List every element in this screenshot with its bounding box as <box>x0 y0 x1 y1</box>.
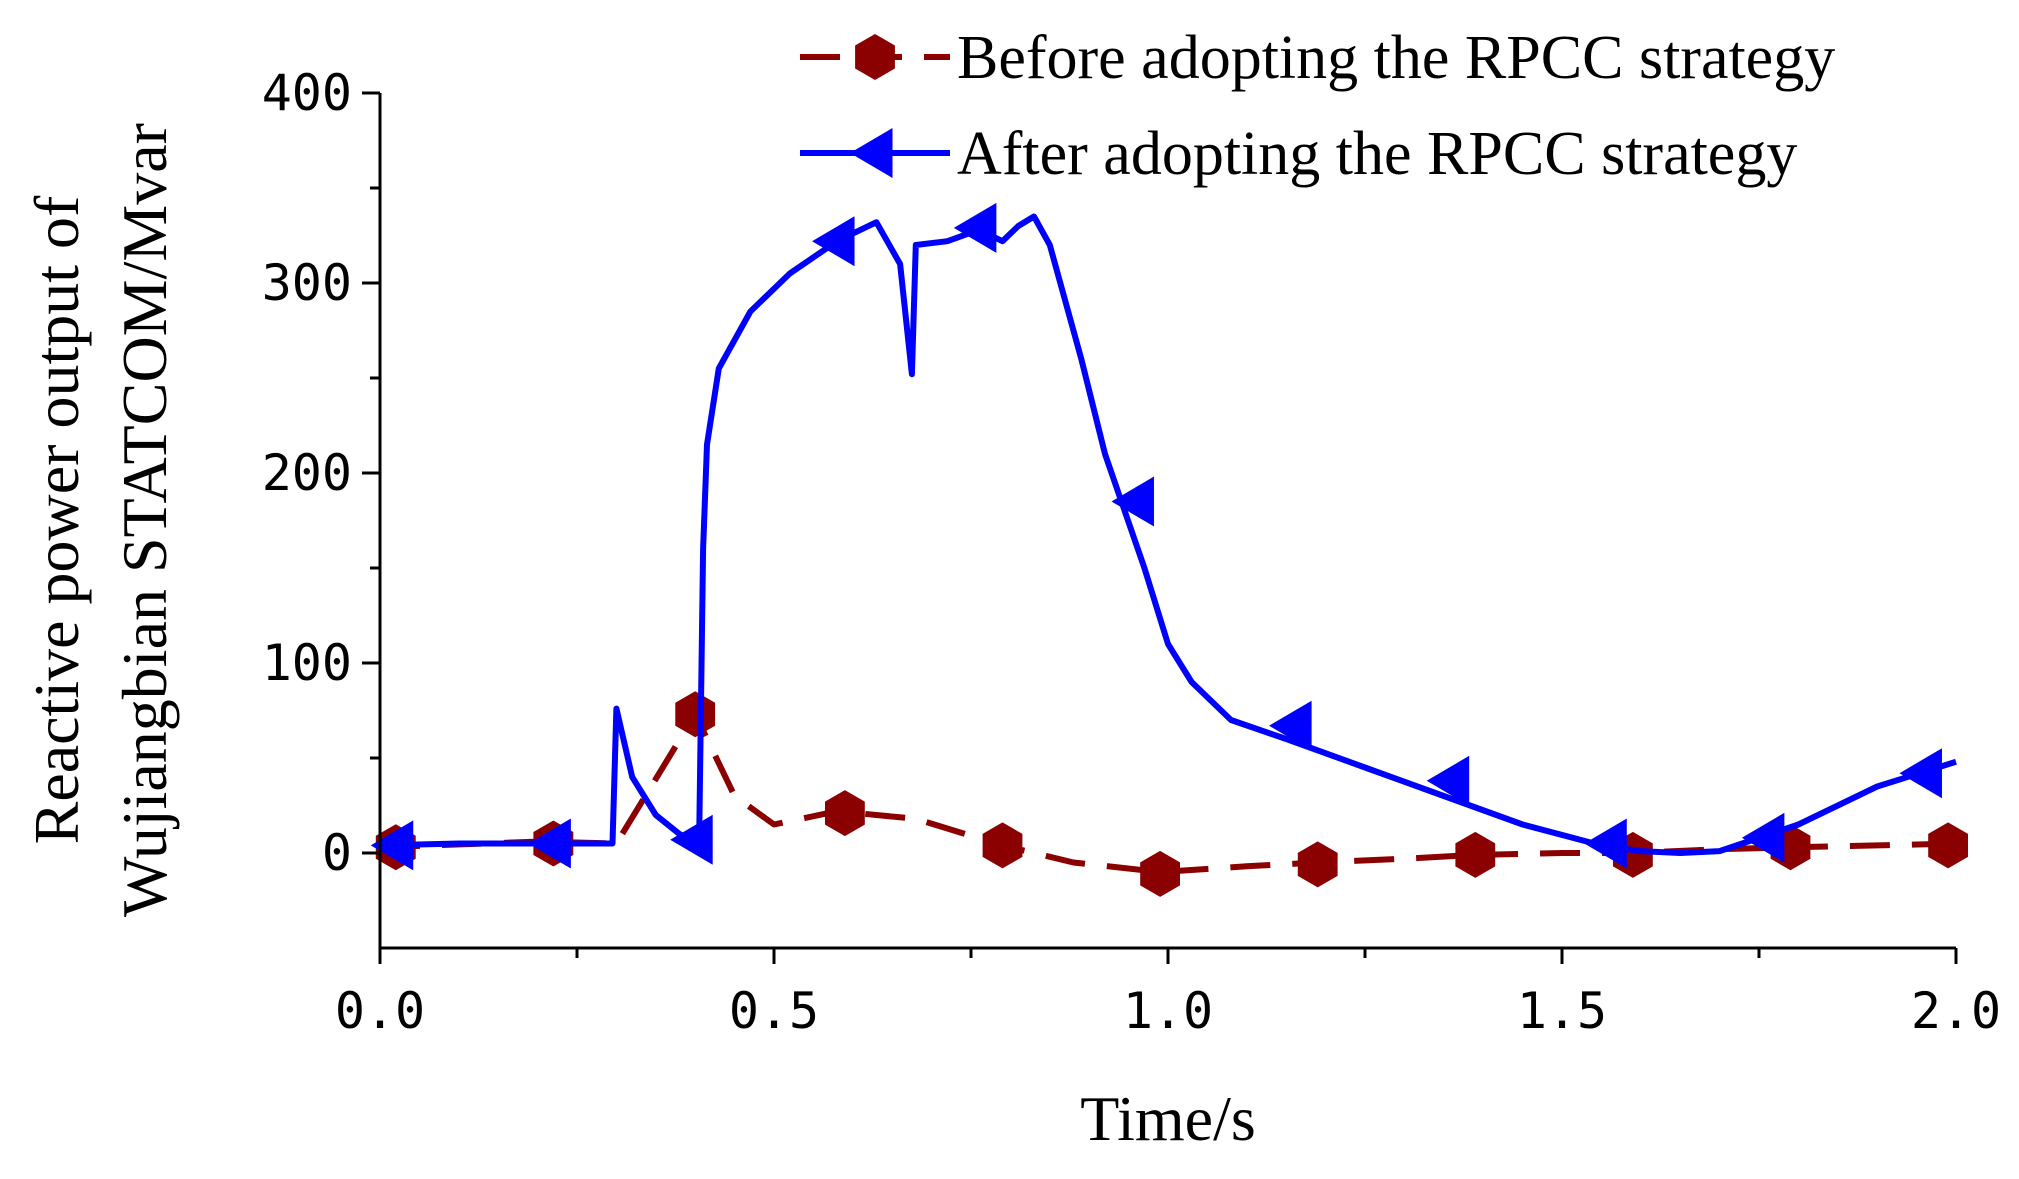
series-2-marker <box>1741 812 1785 863</box>
y-tick-label: 300 <box>262 254 352 312</box>
legend-label-2: After adopting the RPCC strategy <box>957 120 1797 188</box>
axes: 0 100 200 300 400 0.0 0.5 1.0 1.5 2.0 Time/s Reacti… <box>21 64 2001 1154</box>
series-1-marker <box>1140 850 1180 897</box>
series-2-marker <box>670 814 713 865</box>
series-1-marker <box>1928 822 1968 869</box>
x-axis-title: Time/s <box>1080 1083 1256 1154</box>
series-1-marker <box>1455 831 1496 878</box>
x-tick-label: 0.5 <box>729 982 819 1040</box>
x-tick-label: 0.0 <box>335 982 425 1040</box>
series-2-marker <box>1899 748 1942 799</box>
series-1-marker <box>675 691 716 738</box>
y-axis-title: Reactive power output of Wujiangbian STAT… <box>21 123 180 917</box>
y-tick-label: 400 <box>262 64 352 122</box>
series-2-marker <box>953 202 997 253</box>
series-2-marker <box>370 820 414 871</box>
y-tick-label: 200 <box>262 444 352 502</box>
y-tick-label: 0 <box>322 824 352 882</box>
legend-label-1: Before adopting the RPCC strategy <box>957 24 1835 92</box>
series-1-marker <box>825 790 865 837</box>
y-axis-title-line: Reactive power output of <box>21 195 92 844</box>
series-1-marker <box>1297 841 1338 888</box>
x-tick-label: 1.5 <box>1517 982 1607 1040</box>
legend-marker-2 <box>850 128 893 178</box>
series-2-marker <box>1269 700 1312 751</box>
y-tick-label: 100 <box>262 634 352 692</box>
series-2-marker <box>528 818 571 869</box>
series-2-marker <box>1584 818 1627 869</box>
x-tick-label: 1.0 <box>1123 982 1213 1040</box>
legend-marker-1 <box>855 34 895 80</box>
series-2-marker <box>812 216 855 267</box>
series-1-marker <box>982 822 1023 869</box>
series-line-2 <box>379 213 1957 856</box>
y-axis-title-line: Wujiangbian STATCOM/Mvar <box>109 123 180 917</box>
x-tick-label: 2.0 <box>1911 982 2001 1040</box>
series-2-marker <box>1426 755 1470 806</box>
legend: Before adopting the RPCC strategy After a… <box>800 24 1835 188</box>
series-2-marker <box>1111 476 1154 527</box>
plot-area <box>370 202 1968 897</box>
